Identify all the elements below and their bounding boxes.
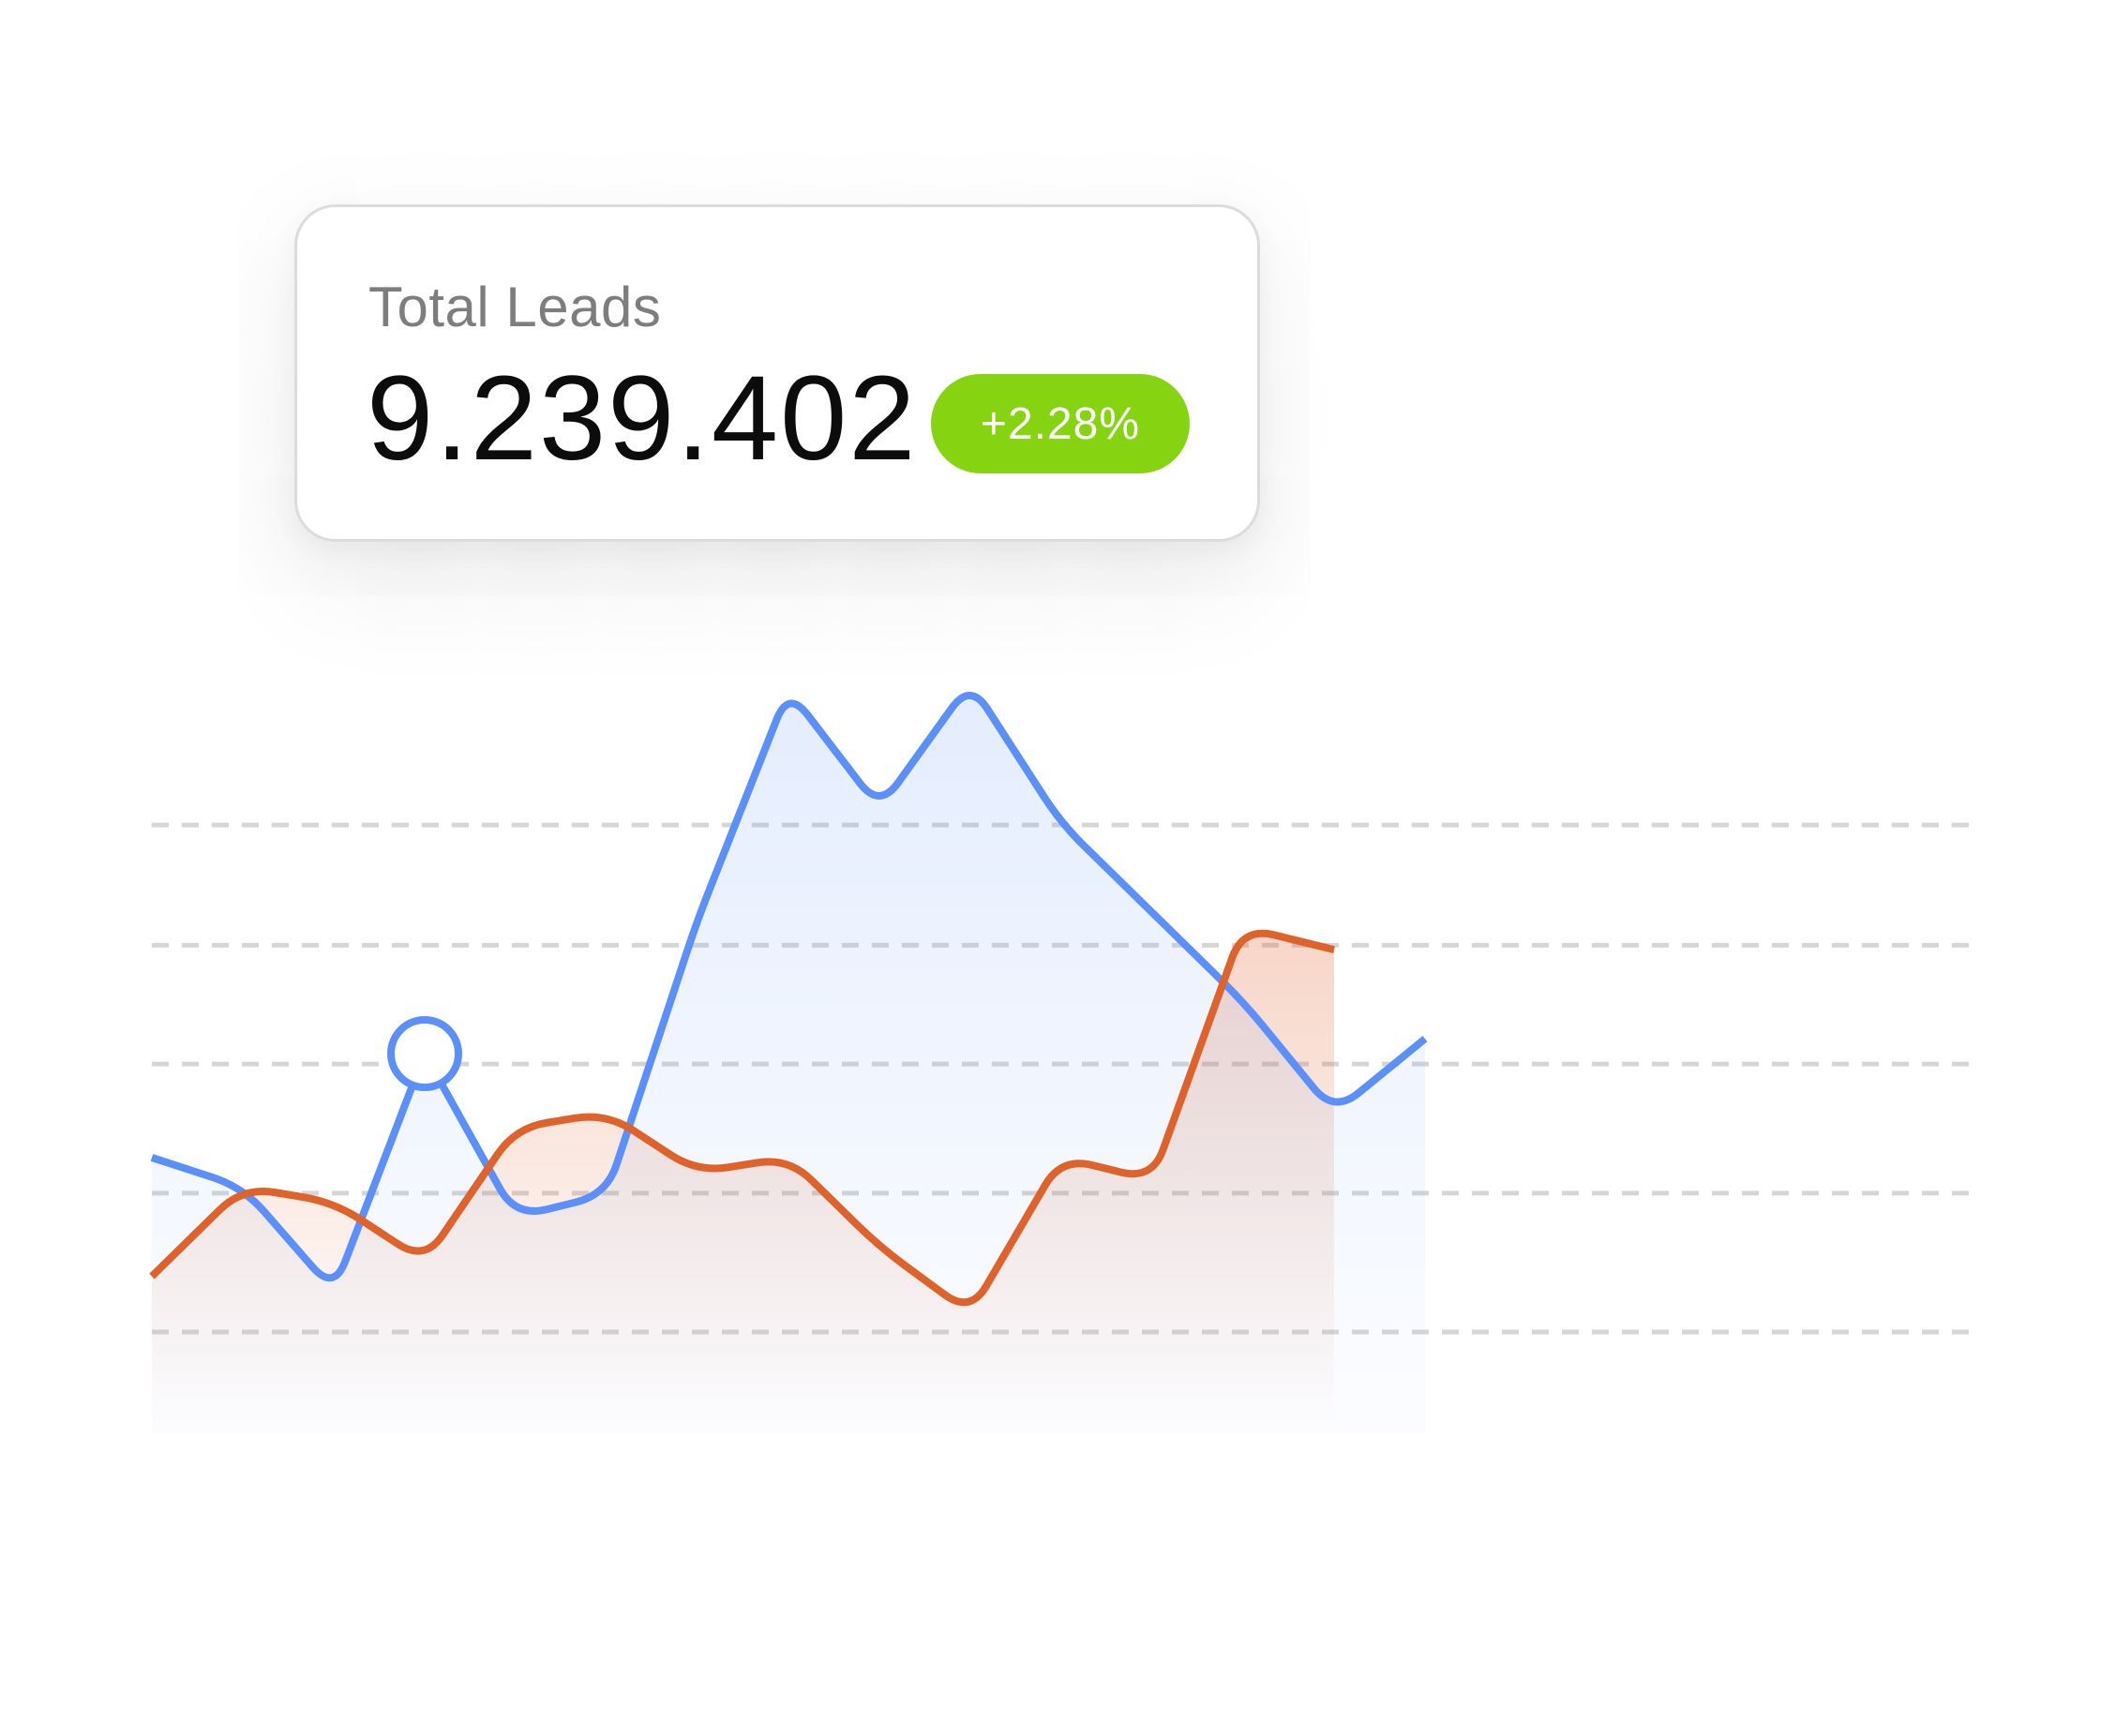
total-leads-card: Total Leads 9.239.402 +2.28% <box>294 204 1260 542</box>
series-0-area <box>152 696 1425 1434</box>
series-areas <box>152 696 1425 1434</box>
card-title: Total Leads <box>368 276 662 338</box>
change-badge: +2.28% <box>931 374 1190 473</box>
highlight-point[interactable] <box>387 1016 462 1091</box>
highlight-marker <box>387 1016 462 1091</box>
series-1-line <box>149 929 1335 1307</box>
total-leads-value: 9.239.402 <box>367 352 918 486</box>
